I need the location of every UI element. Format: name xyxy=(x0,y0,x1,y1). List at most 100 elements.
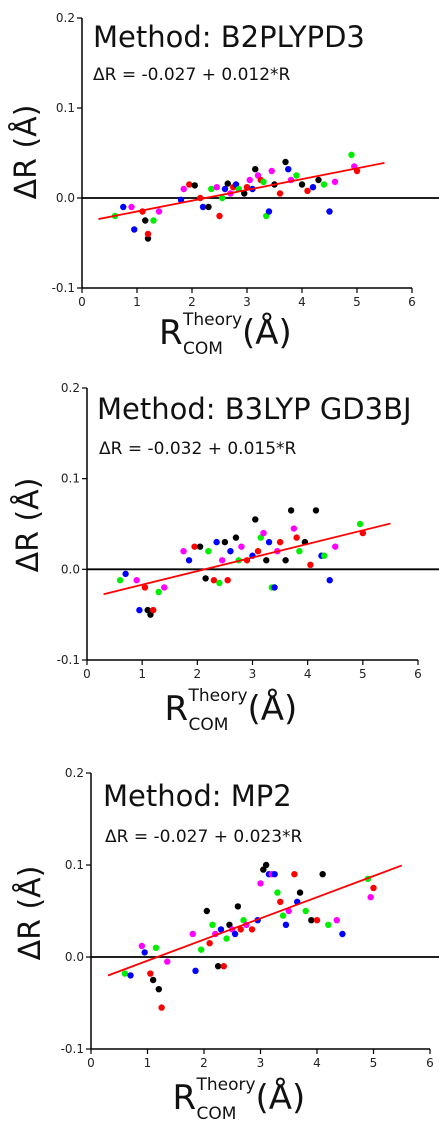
linear-fit-line xyxy=(98,162,385,220)
data-point xyxy=(309,184,317,191)
data-point xyxy=(252,516,259,523)
fit-equation: ΔR = -0.027 + 0.023*R xyxy=(105,827,303,847)
x-tick-label: 4 xyxy=(313,1056,321,1070)
data-point xyxy=(291,871,298,878)
data-point xyxy=(277,898,284,905)
data-point xyxy=(205,548,212,555)
x-tick-label: 1 xyxy=(133,295,141,309)
data-point xyxy=(177,196,185,203)
x-axis-label: R Theory COM (Å) xyxy=(165,686,298,735)
data-point xyxy=(276,538,284,546)
data-point xyxy=(133,577,140,584)
data-point xyxy=(287,507,295,514)
data-point xyxy=(210,577,218,584)
data-point xyxy=(302,907,309,915)
data-point xyxy=(276,190,284,197)
x-tick-label: 2 xyxy=(188,295,196,309)
data-point xyxy=(332,543,339,550)
data-point xyxy=(208,185,215,193)
x-axis-label-unit: (Å) xyxy=(248,688,298,729)
x-axis-label-superscript: Theory xyxy=(182,310,242,330)
y-tick-label: 0.1 xyxy=(56,101,75,115)
x-tick-label: 6 xyxy=(414,667,422,681)
y-tick-label: 0.0 xyxy=(65,950,84,964)
x-axis-label-subscript: COM xyxy=(183,339,223,359)
x-axis-label-symbol: R xyxy=(159,313,183,353)
data-point xyxy=(333,917,340,924)
data-point xyxy=(331,178,339,185)
data-point xyxy=(308,917,315,924)
data-point xyxy=(141,949,148,956)
x-axis-label-symbol: R xyxy=(173,1078,197,1118)
y-tick-label: 0.0 xyxy=(61,562,80,576)
x-axis-label-symbol: R xyxy=(165,689,189,729)
data-point xyxy=(296,889,304,896)
chart-title: Method: MP2 xyxy=(103,779,292,813)
y-tick-label: 0.1 xyxy=(61,472,80,486)
data-point xyxy=(348,151,355,158)
data-point xyxy=(152,944,160,951)
data-point xyxy=(155,208,163,215)
data-point xyxy=(144,235,152,242)
scatter-chart: -0.1 0.0 0.1 0.2 0 1 2 3 4 5 6 Method: B3LYP GD3BJ Δ… xyxy=(10,381,439,735)
x-tick-label: 0 xyxy=(83,667,91,681)
data-point xyxy=(209,921,216,928)
data-point xyxy=(197,946,205,953)
x-tick-label: 3 xyxy=(243,295,251,309)
linear-fit-line xyxy=(103,522,391,596)
scatter-chart: -0.1 0.0 0.1 0.2 0 1 2 3 4 5 6 Method: MP2 ΔR = -0.0… xyxy=(12,766,439,1124)
data-point xyxy=(307,561,314,568)
data-point xyxy=(257,880,264,887)
data-point xyxy=(282,921,290,928)
data-point xyxy=(122,570,129,578)
data-point xyxy=(237,926,244,933)
x-tick-label: 2 xyxy=(194,667,202,681)
data-point xyxy=(219,194,226,202)
x-tick-label: 4 xyxy=(298,295,306,309)
data-point xyxy=(144,230,152,238)
data-point xyxy=(326,208,333,215)
y-tick-label: 0.2 xyxy=(56,11,75,25)
data-point xyxy=(260,529,267,537)
data-point xyxy=(180,185,187,193)
data-point xyxy=(216,212,223,220)
data-point xyxy=(191,182,198,189)
data-point xyxy=(312,507,320,514)
data-point xyxy=(142,217,149,224)
data-point xyxy=(274,889,281,896)
x-tick-label: 4 xyxy=(304,667,312,681)
data-point xyxy=(298,181,306,188)
y-tick-label: -0.1 xyxy=(57,653,80,667)
data-point xyxy=(224,180,231,187)
data-point xyxy=(136,606,143,614)
data-point xyxy=(218,557,226,564)
data-point xyxy=(213,184,220,191)
data-point xyxy=(241,190,248,197)
x-axis-label-superscript: Theory xyxy=(196,1075,256,1095)
x-axis-label: R Theory COM (Å) xyxy=(173,1075,306,1124)
data-point xyxy=(304,187,311,194)
data-point xyxy=(186,181,193,188)
data-point xyxy=(150,606,157,614)
data-point xyxy=(367,894,374,901)
data-point xyxy=(158,1004,165,1011)
data-point xyxy=(196,543,204,550)
data-point xyxy=(326,577,333,584)
data-point xyxy=(285,907,292,915)
x-tick-label: 5 xyxy=(370,1056,378,1070)
y-axis-label: ΔR (Å) xyxy=(10,478,46,573)
data-point xyxy=(227,548,234,555)
data-point xyxy=(296,548,303,555)
y-axis-label: ΔR (Å) xyxy=(12,866,48,961)
data-point xyxy=(205,203,212,211)
data-point xyxy=(131,226,138,233)
chart-title: Method: B2PLYPD3 xyxy=(93,20,365,54)
x-tick-label: 3 xyxy=(257,1056,265,1070)
x-tick-label: 5 xyxy=(359,667,367,681)
data-point xyxy=(325,921,332,928)
data-point xyxy=(315,176,322,184)
fit-equation: ΔR = -0.027 + 0.012*R xyxy=(93,65,291,85)
data-point xyxy=(282,158,289,166)
x-tick-label: 3 xyxy=(249,667,257,681)
x-tick-label: 0 xyxy=(87,1056,95,1070)
